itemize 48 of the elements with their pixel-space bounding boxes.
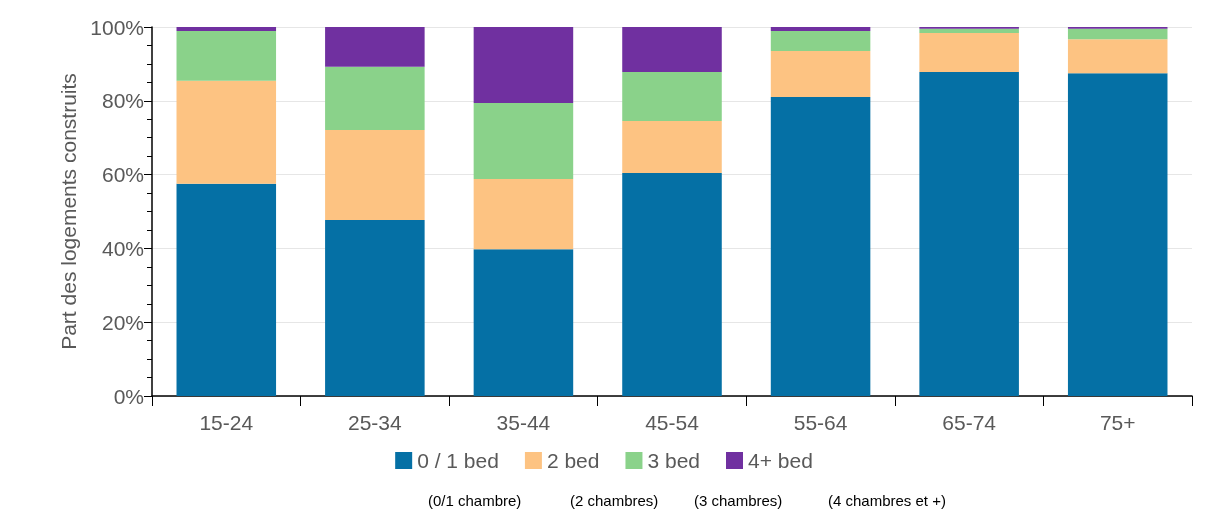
bar xyxy=(325,66,425,130)
bar xyxy=(622,27,722,73)
legend-label: 2 bed xyxy=(546,449,600,472)
x-tick-label: 35-44 xyxy=(496,411,551,434)
y-tick-label: 100% xyxy=(90,15,144,39)
bar xyxy=(919,72,1019,396)
bar xyxy=(919,32,1019,73)
bar xyxy=(176,27,277,32)
y-tick-label: 60% xyxy=(101,163,144,187)
y-tick-label: 80% xyxy=(101,89,144,113)
bar xyxy=(622,121,722,174)
bar xyxy=(1067,39,1168,74)
bar xyxy=(325,129,425,220)
bar xyxy=(622,72,722,122)
x-tick-label: 75+ xyxy=(1099,411,1136,434)
text: (3 chambres) xyxy=(694,492,783,509)
bar xyxy=(176,183,277,396)
text: (0/1 chambre) xyxy=(428,492,522,509)
bar xyxy=(919,28,1019,33)
x-tick-label: 55-64 xyxy=(793,411,848,434)
bar xyxy=(770,31,871,51)
x-tick-label: 25-34 xyxy=(348,411,403,434)
bar xyxy=(325,219,425,396)
bar xyxy=(770,27,871,32)
y-tick-label: 20% xyxy=(101,310,144,334)
text: (4 chambres et +) xyxy=(828,492,946,509)
legend-label: 0 / 1 bed xyxy=(417,449,499,472)
bar xyxy=(176,31,277,81)
bar xyxy=(1067,28,1168,40)
bar xyxy=(325,27,425,67)
y-tick-label: 40% xyxy=(101,236,144,260)
bar xyxy=(473,179,574,250)
legend-label: 4+ bed xyxy=(748,449,813,472)
x-tick-label: 65-74 xyxy=(942,411,997,434)
legend-label: 3 bed xyxy=(647,449,701,472)
x-tick-label: 15-24 xyxy=(199,411,254,434)
bar xyxy=(622,173,722,396)
bar xyxy=(770,97,871,396)
bar xyxy=(1067,73,1168,396)
text: (2 chambres) xyxy=(570,492,659,509)
bar xyxy=(473,27,574,104)
bar xyxy=(770,50,871,98)
bar xyxy=(473,103,574,180)
y-axis-title: Part des logements construits xyxy=(57,73,81,350)
bar xyxy=(473,249,574,396)
bar xyxy=(176,80,277,184)
y-tick-label: 0% xyxy=(113,384,144,408)
x-tick-label: 45-54 xyxy=(645,411,700,434)
